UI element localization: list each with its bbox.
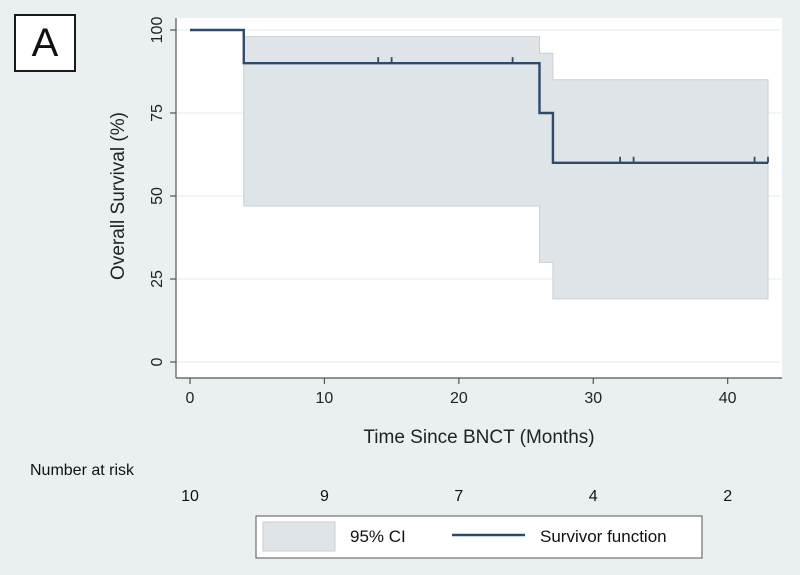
y-tick-label-75: 75 xyxy=(149,104,166,122)
x-tick-label-0: 0 xyxy=(186,390,195,407)
y-tick-label-0: 0 xyxy=(149,357,166,366)
risk-table: 10 9 7 4 2 xyxy=(181,488,732,505)
legend-ci-label: 95% CI xyxy=(350,527,406,546)
legend-survivor-label: Survivor function xyxy=(540,527,667,546)
risk-count-20: 7 xyxy=(454,488,463,505)
risk-count-40: 2 xyxy=(723,488,732,505)
x-tick-label-30: 30 xyxy=(584,390,602,407)
y-tick-label-50: 50 xyxy=(149,187,166,205)
x-tick-label-20: 20 xyxy=(450,390,468,407)
survival-curve xyxy=(190,28,769,164)
risk-count-30: 4 xyxy=(589,488,598,505)
ci-band-area xyxy=(243,36,769,300)
y-tick-label-100: 100 xyxy=(149,17,166,44)
legend-ci-swatch xyxy=(262,521,336,552)
x-tick-label-10: 10 xyxy=(316,390,334,407)
risk-table-title: Number at risk xyxy=(30,462,135,479)
risk-count-0: 10 xyxy=(181,488,199,505)
y-tick-label-25: 25 xyxy=(149,270,166,288)
x-tick-label-40: 40 xyxy=(719,390,737,407)
panel-label: A xyxy=(14,14,76,72)
survival-line-0 xyxy=(190,28,768,164)
x-axis-title: Time Since BNCT (Months) xyxy=(363,427,594,448)
axes: 0 25 50 75 100 0 10 20 30 40 xyxy=(149,17,782,407)
ci-band xyxy=(243,36,769,300)
legend: 95% CI Survivor function xyxy=(255,515,703,559)
risk-count-10: 9 xyxy=(320,488,329,505)
y-axis-title: Overall Survival (%) xyxy=(108,112,129,280)
